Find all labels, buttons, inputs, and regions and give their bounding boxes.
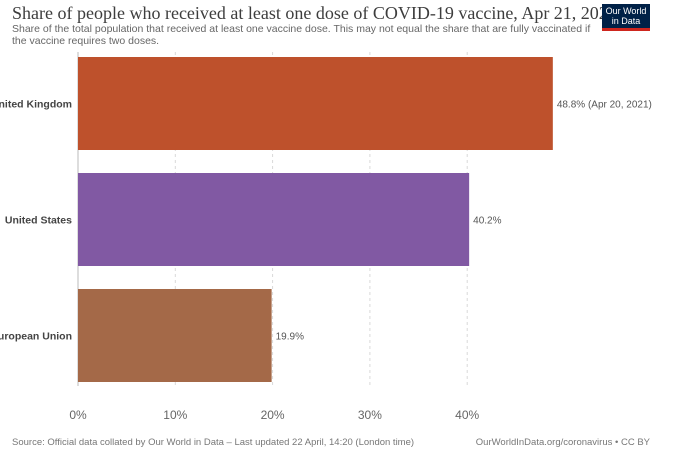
x-tick-label: 0%	[69, 408, 87, 422]
category-label: United Kingdom	[0, 99, 72, 111]
chart-title: Share of people who received at least on…	[12, 3, 617, 23]
data-label: 19.9%	[276, 332, 304, 343]
source-note: Source: Official data collated by Our Wo…	[12, 437, 415, 448]
bar[interactable]	[78, 57, 553, 150]
data-label: 48.8% (Apr 20, 2021)	[557, 100, 652, 111]
bar[interactable]	[78, 289, 272, 382]
bar-layer	[78, 57, 553, 382]
category-label: United States	[5, 215, 72, 227]
owid-logo[interactable]: Our World in Data	[602, 4, 650, 31]
category-label: European Union	[0, 331, 72, 343]
bar[interactable]	[78, 173, 470, 266]
label-layer: 0% 10% 20% 30% 40% United Kingdom 48.8% (Apr 2…	[0, 99, 652, 423]
x-tick-label: 40%	[455, 408, 479, 422]
credit-link[interactable]: OurWorldInData.org/coronavirus • CC BY	[475, 437, 650, 448]
x-tick-label: 10%	[163, 408, 187, 422]
x-tick-label: 30%	[358, 408, 382, 422]
data-label: 40.2%	[473, 216, 501, 227]
chart-subtitle: Share of the total population that recei…	[12, 23, 591, 47]
x-tick-label: 20%	[261, 408, 285, 422]
logo-line-1: Our World	[605, 6, 647, 16]
logo-line-2: in Data	[611, 16, 641, 26]
